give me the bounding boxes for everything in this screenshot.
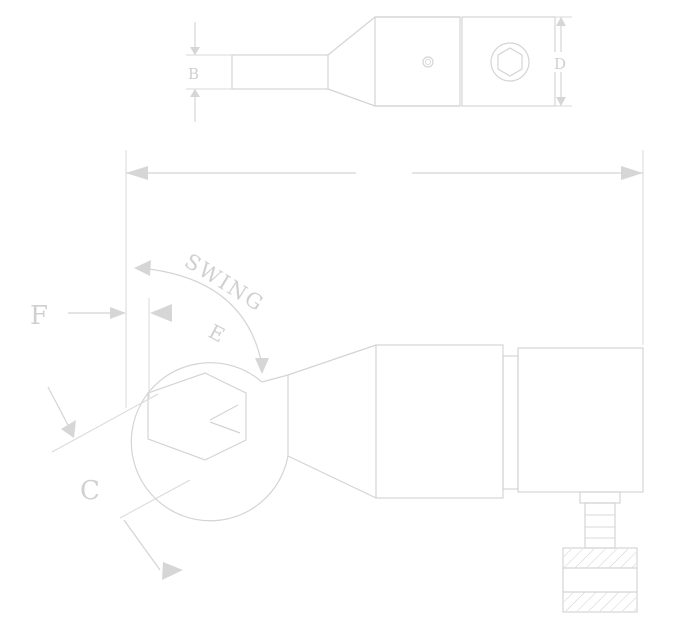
dimension-e-label: E — [205, 319, 229, 347]
top-shaft — [231, 54, 329, 90]
dimension-f-label: F — [30, 301, 48, 331]
dimension-c-ext-lower — [119, 479, 191, 519]
side-view: SWING E F C — [30, 249, 644, 613]
side-neck — [261, 344, 377, 499]
swing-label: SWING — [180, 249, 269, 317]
dimension-c-line-lower — [123, 519, 161, 571]
top-view: B D — [186, 16, 573, 122]
top-neck — [327, 16, 460, 107]
top-pin — [422, 56, 434, 68]
dimension-c-ext-upper — [51, 393, 159, 453]
side-coupling — [502, 355, 519, 490]
overall-length-dimension — [125, 150, 644, 408]
swing-arc — [139, 267, 263, 366]
dimension-b-label: B — [188, 65, 199, 83]
side-knob — [562, 547, 638, 613]
wrench-head — [130, 362, 289, 522]
side-motor — [517, 347, 644, 493]
dimension-d-label: D — [554, 55, 566, 73]
dimension-c-line-upper — [47, 386, 69, 426]
hex-opening — [147, 372, 247, 461]
side-body — [375, 344, 504, 499]
top-motor — [461, 16, 556, 107]
side-stem — [579, 491, 621, 504]
dimension-c-label: C — [80, 476, 100, 506]
top-body — [374, 16, 461, 107]
top-socket — [490, 42, 530, 82]
top-socket-hex — [497, 47, 523, 77]
